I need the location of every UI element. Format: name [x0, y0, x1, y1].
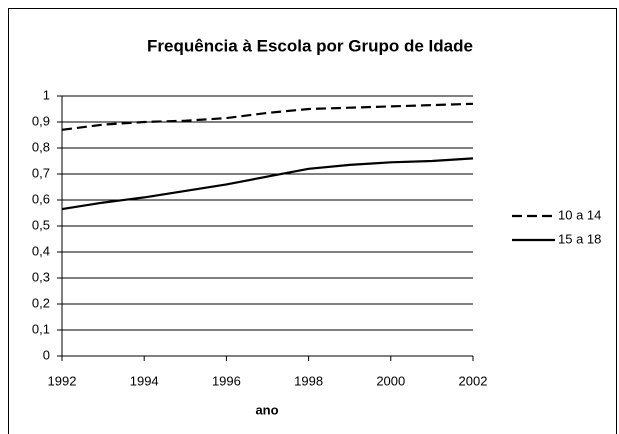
legend-label: 10 a 14 — [558, 207, 601, 222]
y-tick-label: 1 — [43, 87, 50, 102]
x-tick-label: 2002 — [459, 373, 488, 388]
x-tick-label: 1994 — [130, 373, 159, 388]
y-tick-label: 0,6 — [32, 191, 50, 206]
series-line — [61, 102, 474, 131]
x-tick-label: 2000 — [376, 373, 405, 388]
y-tick-label: 0,7 — [32, 165, 50, 180]
y-tick-label: 0,4 — [32, 243, 50, 258]
x-tick-label: 1992 — [48, 373, 77, 388]
y-tick-label: 0 — [43, 347, 50, 362]
legend-label: 15 a 18 — [558, 231, 601, 246]
y-tick-label: 0,3 — [32, 269, 50, 284]
chart-frame — [8, 8, 617, 434]
chart-title: Frequência à Escola por Grupo de Idade — [147, 36, 473, 55]
y-tick-label: 0,5 — [32, 217, 50, 232]
y-tick-label: 0,1 — [32, 321, 50, 336]
x-tick-label: 1996 — [212, 373, 241, 388]
x-tick-label: 1998 — [294, 373, 323, 388]
series-line — [61, 157, 474, 211]
x-axis-label: ano — [255, 402, 278, 417]
y-tick-label: 0,9 — [32, 113, 50, 128]
y-tick-label: 0,8 — [32, 139, 50, 154]
y-tick-label: 0,2 — [32, 295, 50, 310]
